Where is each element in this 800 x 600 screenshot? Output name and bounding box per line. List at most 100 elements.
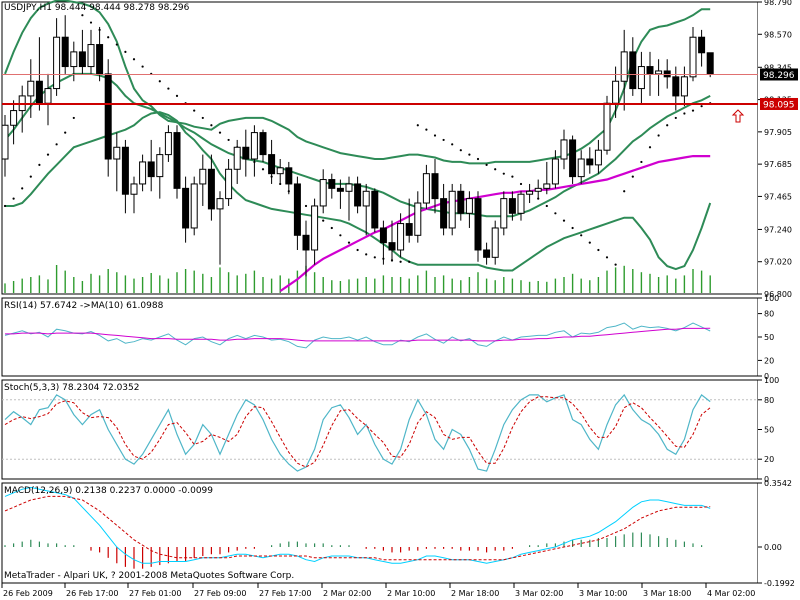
copyright-footer: MetaTrader - Alpari UK, ? 2001-2008 Meta… — [4, 571, 294, 581]
candle-down-body — [508, 198, 516, 214]
candle-down-body — [259, 132, 267, 156]
parabolic-sar-dot — [554, 212, 557, 215]
macd-signal-line — [4, 495, 711, 561]
candle-down-body — [629, 51, 637, 90]
main-price-panel[interactable]: 98.79098.57098.34598.12597.90597.68597.4… — [1, 0, 798, 299]
candle-up-body — [526, 190, 534, 195]
parabolic-sar-dot — [459, 149, 462, 152]
stoch-main-line — [4, 393, 711, 472]
rsi-y-tick-label: 100 — [764, 294, 779, 303]
parabolic-sar-dot — [545, 204, 548, 208]
rsi-panel[interactable]: 100 80 50 20 0 — [4, 294, 779, 381]
parabolic-sar-dot — [519, 182, 523, 186]
parabolic-sar-dot — [580, 234, 583, 237]
candle-up-body — [517, 193, 525, 214]
candle-down-body — [457, 190, 465, 214]
candle-up-body — [319, 179, 327, 207]
parabolic-sar-dot — [158, 80, 161, 83]
time-tick-label: 2 Mar 10:00 — [387, 589, 435, 598]
candle-up-body — [53, 36, 61, 90]
time-axis: 26 Feb 2009 26 Feb 17:00 27 Feb 01:00 27 Fe… — [1, 583, 755, 598]
candle-up-body — [164, 132, 172, 156]
candle-down-body — [706, 52, 714, 75]
current-price-label: 98.296 — [763, 71, 795, 81]
parabolic-sar-dot — [356, 248, 359, 252]
current-price-box — [760, 68, 798, 81]
time-tick-label: 2 Mar 18:00 — [451, 589, 499, 598]
time-tick-label: 3 Mar 10:00 — [579, 589, 627, 598]
candle-up-body — [491, 227, 499, 258]
parabolic-sar-dot — [588, 241, 591, 244]
parabolic-sar-dot — [29, 175, 32, 178]
candle-down-body — [182, 187, 190, 229]
rsi-y-tick-label: 80 — [764, 310, 774, 319]
parabolic-sar-dot — [451, 143, 454, 146]
candle-up-body — [345, 183, 353, 192]
parabolic-sar-dot — [107, 36, 110, 39]
parabolic-sar-dot — [201, 116, 204, 120]
macd-y-tick-label: 0.00 — [764, 543, 782, 552]
parabolic-sar-dot — [416, 124, 419, 127]
parabolic-sar-dot — [124, 50, 127, 53]
parabolic-sar-dot — [623, 190, 626, 193]
parabolic-sar-dot — [141, 65, 144, 68]
main-y-tick-label: 98.345 — [764, 63, 792, 72]
stochastic-panel-title: Stoch(5,3,3) 78.2304 72.0352 — [4, 383, 139, 393]
parabolic-sar-dot — [373, 256, 376, 259]
parabolic-sar-dot — [442, 138, 445, 142]
parabolic-sar-dot — [468, 153, 471, 156]
candle-up-body — [27, 80, 35, 97]
rsi-y-tick-label: 0 — [764, 372, 769, 381]
main-y-tick-label: 97.240 — [764, 225, 792, 234]
candle-down-body — [121, 146, 129, 195]
parabolic-sar-dot — [597, 248, 600, 252]
time-tick-label: 27 Feb 09:00 — [194, 589, 246, 598]
candle-up-body — [603, 102, 611, 151]
bollinger-lower-line — [5, 111, 712, 272]
candle-down-body — [672, 76, 680, 97]
parabolic-sar-dot — [193, 109, 196, 112]
candle-down-body — [569, 139, 577, 178]
parabolic-sar-dot — [81, 14, 84, 17]
parabolic-sar-dot — [648, 146, 652, 149]
candle-down-body — [147, 161, 155, 178]
candle-down-body — [483, 249, 491, 258]
parabolic-sar-dot — [511, 175, 514, 178]
stochastic-panel[interactable]: 100 80 50 20 0 — [2, 376, 779, 484]
candle-up-body — [612, 80, 620, 104]
candle-down-body — [293, 183, 301, 236]
parabolic-sar-dot — [12, 197, 15, 200]
parabolic-sar-dot — [683, 112, 686, 115]
macd-panel[interactable]: 0.3542 0.00 -0.1992 — [4, 479, 795, 588]
candle-down-body — [302, 234, 310, 251]
moving-average-line — [279, 155, 711, 293]
candle-up-body — [225, 168, 233, 200]
parabolic-sar-dot — [64, 131, 67, 134]
parabolic-sar-dot — [691, 109, 695, 112]
parabolic-sar-dot — [614, 263, 617, 266]
candle-up-body — [680, 76, 688, 97]
main-y-tick-label: 98.570 — [764, 30, 792, 39]
time-tick-label: 27 Feb 01:00 — [129, 589, 181, 598]
macd-panel-title: MACD(12,26,9) 0.2138 0.2237 0.0000 -0.00… — [4, 486, 213, 496]
candle-down-body — [354, 183, 362, 207]
candle-down-body — [586, 158, 594, 166]
parabolic-sar-dot — [330, 226, 333, 230]
candle-up-body — [637, 66, 645, 90]
candle-down-body — [405, 223, 413, 236]
candle-up-body — [250, 132, 258, 160]
parabolic-sar-dot — [485, 163, 488, 166]
candle-down-body — [104, 73, 112, 160]
parabolic-sar-dot — [227, 138, 230, 142]
main-panel-title: USDJPY,H1 98.444 98.444 98.278 98.296 — [4, 3, 190, 13]
candle-down-body — [440, 198, 448, 229]
candle-up-body — [577, 158, 585, 178]
candle-up-body — [10, 110, 18, 126]
alert-price-box — [760, 97, 798, 110]
parabolic-sar-dot — [494, 168, 497, 171]
parabolic-sar-dot — [476, 157, 480, 161]
candle-up-body — [113, 146, 121, 160]
time-tick-label: 2 Mar 02:00 — [323, 589, 371, 598]
parabolic-sar-dot — [408, 260, 411, 263]
